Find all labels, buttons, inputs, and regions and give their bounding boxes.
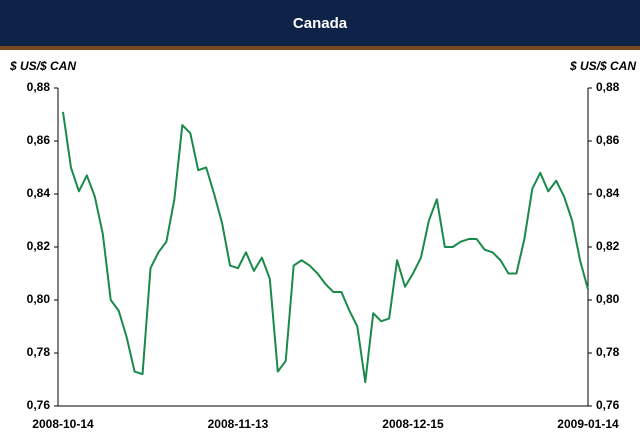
chart-title: Canada [293, 15, 348, 32]
y-tick-label: 0,84 [27, 186, 51, 200]
y-tick-label: 0,80 [27, 292, 51, 306]
x-tick-label: 2009-01-14 [557, 417, 619, 431]
header-bar [0, 0, 640, 46]
y2-tick-label: 0,76 [596, 398, 620, 412]
y-tick-label: 0,78 [27, 345, 51, 359]
y2-axis-label: $ US/$ CAN [569, 59, 636, 73]
y-tick-label: 0,88 [27, 80, 51, 94]
x-tick-label: 2008-11-13 [208, 417, 269, 431]
y2-tick-label: 0,82 [596, 239, 620, 253]
y-tick-label: 0,82 [27, 239, 51, 253]
y2-tick-label: 0,86 [596, 133, 620, 147]
y2-tick-label: 0,84 [596, 186, 620, 200]
y2-tick-label: 0,80 [596, 292, 620, 306]
y2-tick-label: 0,88 [596, 80, 620, 94]
x-tick-label: 2008-12-15 [382, 417, 444, 431]
line-series [62, 111, 589, 384]
x-tick-label: 2008-10-14 [32, 417, 94, 431]
y-tick-label: 0,86 [27, 133, 51, 147]
y-tick-label: 0,76 [27, 398, 51, 412]
header-rule [0, 46, 640, 50]
y2-tick-label: 0,78 [596, 345, 620, 359]
y-axis-label: $ US/$ CAN [9, 59, 76, 73]
